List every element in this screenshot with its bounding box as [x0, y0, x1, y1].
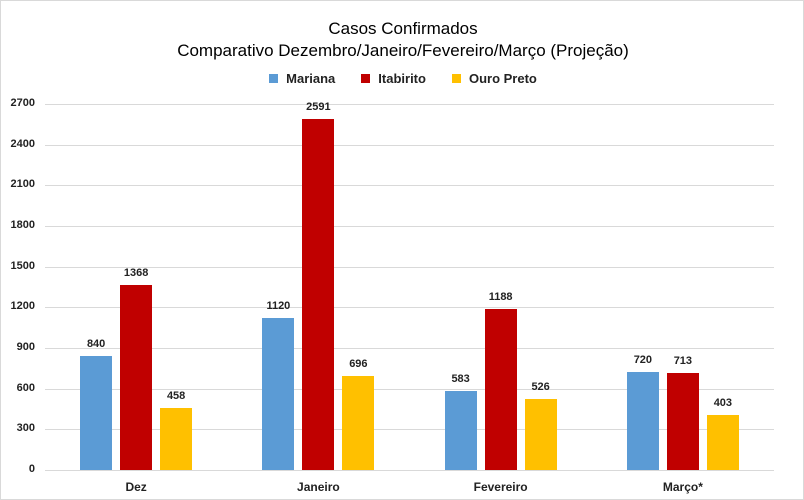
y-tick-label: 2100 [10, 178, 35, 191]
y-tick-label: 1500 [10, 259, 35, 272]
y-tick-label: 300 [16, 422, 35, 435]
gridline [45, 348, 774, 349]
gridline [45, 470, 774, 471]
data-label: 526 [531, 380, 550, 393]
bar-ouro-preto [342, 375, 375, 470]
legend-label: Itabirito [378, 71, 426, 86]
x-category-label: Março* [662, 480, 703, 494]
bar-itabirito [302, 118, 335, 470]
gridline [45, 144, 774, 146]
data-label: 713 [673, 355, 693, 368]
data-label: 696 [349, 357, 368, 370]
bar-mariana [80, 356, 113, 470]
bar-ouro-preto [524, 398, 557, 470]
chart-legend: Mariana Itabirito Ouro Preto [1, 71, 804, 86]
bar-mariana [444, 390, 477, 470]
x-category-label: Dez [125, 480, 147, 494]
gridline [45, 388, 774, 390]
data-label: 583 [451, 372, 470, 385]
data-label: 458 [166, 389, 186, 402]
bar-itabirito [484, 308, 517, 470]
bar-mariana [262, 318, 295, 470]
chart-subtitle: Comparativo Dezembro/Janeiro/Fevereiro/M… [177, 41, 629, 60]
y-tick-label: 2700 [10, 97, 35, 109]
y-tick-label: 1200 [10, 300, 35, 313]
chart-title: Casos Confirmados [328, 19, 478, 38]
gridline [45, 104, 774, 105]
legend-label: Ouro Preto [468, 71, 537, 86]
data-label: 1120 [266, 300, 291, 313]
bar-itabirito [666, 373, 699, 470]
bar-itabirito [120, 284, 153, 470]
data-label: 1188 [488, 290, 513, 303]
bar-ouro-preto [160, 407, 193, 470]
y-tick-label: 1800 [10, 219, 35, 231]
bar-ouro-preto [706, 415, 739, 470]
bar-mariana [626, 372, 659, 470]
gridline [45, 226, 774, 227]
gridline [45, 429, 774, 431]
legend-swatch [451, 74, 461, 83]
y-tick-label: 2400 [10, 137, 35, 150]
plot-area: 0 300 600 900 1200 1500 1800 2100 2400 2700 840 136… [11, 97, 774, 494]
legend-swatch [269, 74, 279, 83]
data-label: 403 [713, 397, 733, 410]
y-tick-label: 600 [16, 381, 35, 394]
legend-label: Mariana [286, 71, 336, 86]
x-category-label: Janeiro [297, 480, 340, 494]
data-label: 1368 [123, 266, 149, 279]
legend-item: Ouro Preto [451, 71, 537, 86]
data-label: 720 [633, 354, 653, 367]
gridline [45, 266, 774, 268]
legend-swatch [361, 74, 371, 83]
gridline [45, 307, 774, 309]
x-category-label: Fevereiro [473, 480, 528, 494]
data-label: 840 [86, 338, 106, 351]
legend-item: Itabirito [361, 71, 426, 86]
data-label: 2591 [306, 100, 331, 113]
y-tick-label: 900 [16, 341, 35, 353]
legend-item: Mariana [269, 71, 335, 86]
gridline [45, 185, 774, 187]
y-tick-label: 0 [28, 463, 35, 475]
